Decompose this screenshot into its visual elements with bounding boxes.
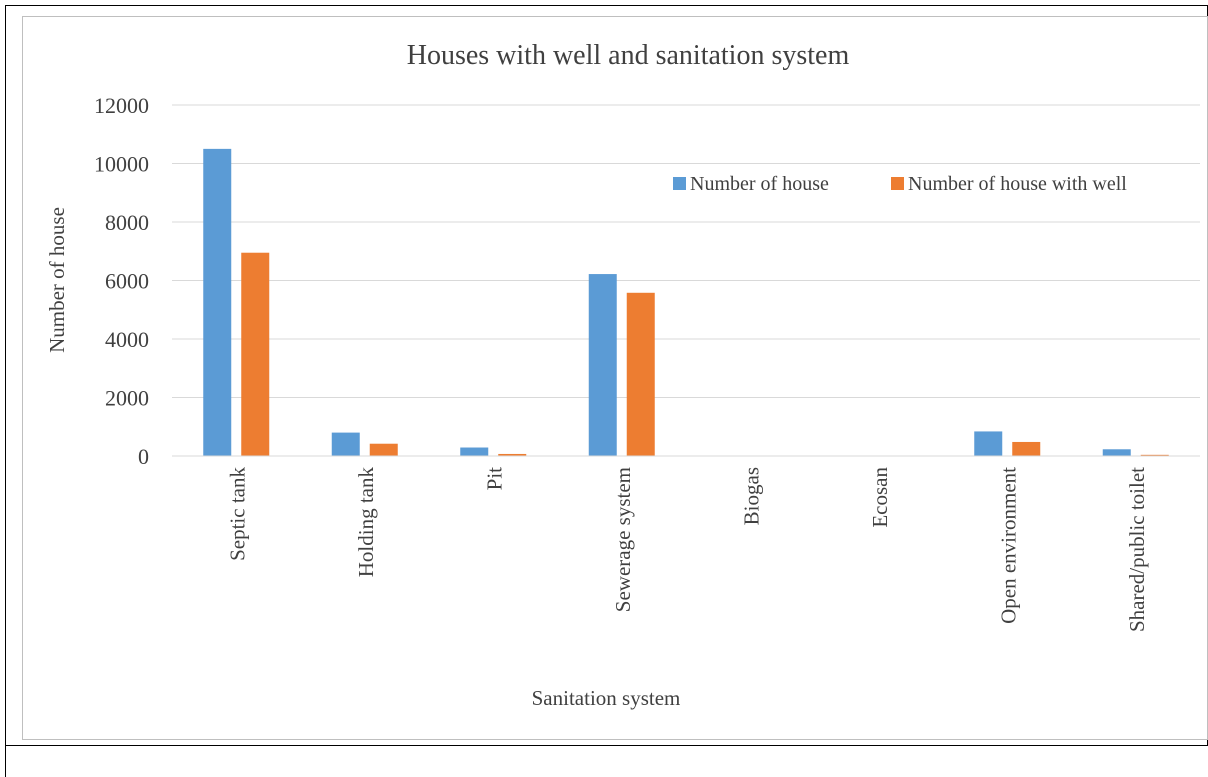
x-tick-label: Open environment (996, 467, 1020, 624)
y-tick-label: 12000 (94, 93, 149, 118)
y-tick-label: 0 (138, 444, 149, 469)
y-axis-ticks: 0 2000 4000 6000 8000 10000 12000 (94, 93, 149, 469)
bar-number-of-house (460, 447, 489, 456)
x-tick-label: Biogas (739, 467, 763, 525)
y-axis-label: Number of house (45, 207, 69, 353)
legend-label-number-of-house-with-well: Number of house with well (908, 173, 1127, 195)
bar-number-of-house (1102, 449, 1131, 456)
x-tick-label: Septic tank (225, 467, 249, 561)
x-tick-label: Shared/public toilet (1125, 467, 1149, 632)
gridlines (172, 104, 1200, 398)
x-tick-label: Holding tank (354, 467, 378, 578)
legend-swatch-number-of-house (673, 177, 686, 190)
y-tick-label: 2000 (105, 386, 149, 411)
chart-title: Houses with well and sanitation system (407, 40, 850, 71)
bar-number-of-house-with-well (369, 443, 398, 456)
y-tick-label: 6000 (105, 269, 149, 294)
frame-bottom-line (5, 745, 6, 777)
x-axis-ticks: Septic tank Holding tank Pit Sewerage syste… (225, 467, 1149, 633)
legend-swatch-number-of-house-with-well (891, 177, 904, 190)
bar-number-of-house (974, 431, 1003, 456)
bar-number-of-house-with-well (1140, 454, 1169, 456)
y-tick-label: 4000 (105, 327, 149, 352)
bar-number-of-house-with-well (498, 453, 527, 456)
legend: Number of house Number of house with wel… (673, 173, 1127, 195)
bar-number-of-house (588, 274, 617, 456)
bar-number-of-house-with-well (1012, 441, 1041, 456)
legend-label-number-of-house: Number of house (690, 173, 829, 195)
bar-number-of-house (331, 432, 360, 456)
bar-number-of-house-with-well (241, 252, 270, 456)
y-tick-label: 10000 (94, 152, 149, 177)
x-tick-label: Ecosan (868, 467, 892, 528)
bars (203, 148, 1169, 456)
x-axis-label: Sanitation system (532, 686, 681, 710)
bar-number-of-house-with-well (626, 292, 655, 456)
bar-number-of-house (203, 148, 232, 456)
x-tick-label: Pit (482, 467, 506, 491)
x-tick-label: Sewerage system (611, 467, 635, 612)
y-tick-label: 8000 (105, 210, 149, 235)
